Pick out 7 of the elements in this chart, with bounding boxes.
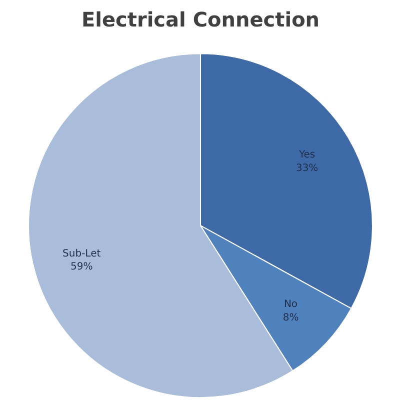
slice-label: Yes — [298, 150, 316, 161]
slice-label: No — [284, 299, 298, 310]
slice-label: Sub-Let — [62, 248, 101, 260]
chart-title: Electrical Connection — [81, 8, 320, 32]
data-label: 8% — [282, 312, 299, 324]
data-label: 33% — [296, 162, 318, 174]
data-label: 59% — [70, 262, 93, 273]
